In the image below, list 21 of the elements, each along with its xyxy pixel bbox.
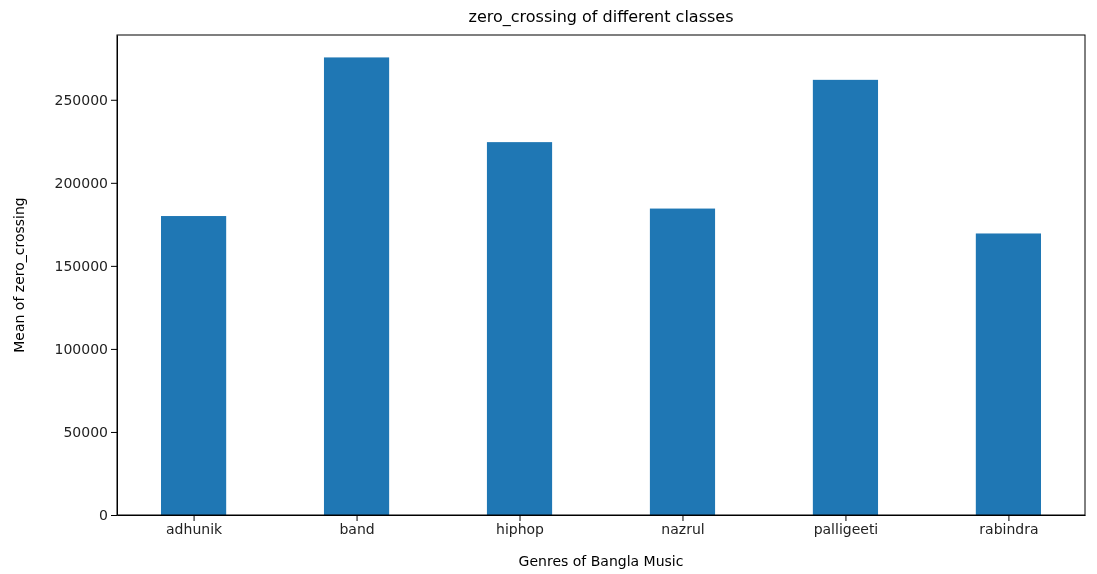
bar xyxy=(812,79,879,515)
x-axis-title: Genres of Bangla Music xyxy=(518,553,684,569)
chart-title: zero_crossing of different classes xyxy=(468,7,734,27)
x-tick-label: palligeeti xyxy=(813,520,879,537)
y-tick-label: 150000 xyxy=(54,257,108,274)
y-axis-title: Mean of zero_crossing xyxy=(11,197,27,353)
y-tick-label: 250000 xyxy=(54,91,108,108)
y-tick-label: 200000 xyxy=(54,174,108,191)
y-tick-label: 100000 xyxy=(54,340,108,357)
bar xyxy=(486,142,553,515)
bar xyxy=(975,233,1041,515)
x-tick-label: hiphop xyxy=(496,520,545,537)
x-tick-label: nazrul xyxy=(661,520,705,537)
y-tick-label: 0 xyxy=(99,506,108,523)
y-tick-label: 50000 xyxy=(63,423,108,440)
x-tick-label: band xyxy=(339,520,375,537)
bar xyxy=(161,216,227,515)
x-tick-label: adhunik xyxy=(166,520,224,537)
bar xyxy=(649,208,716,515)
bar xyxy=(323,57,390,515)
x-tick-label: rabindra xyxy=(979,520,1039,537)
